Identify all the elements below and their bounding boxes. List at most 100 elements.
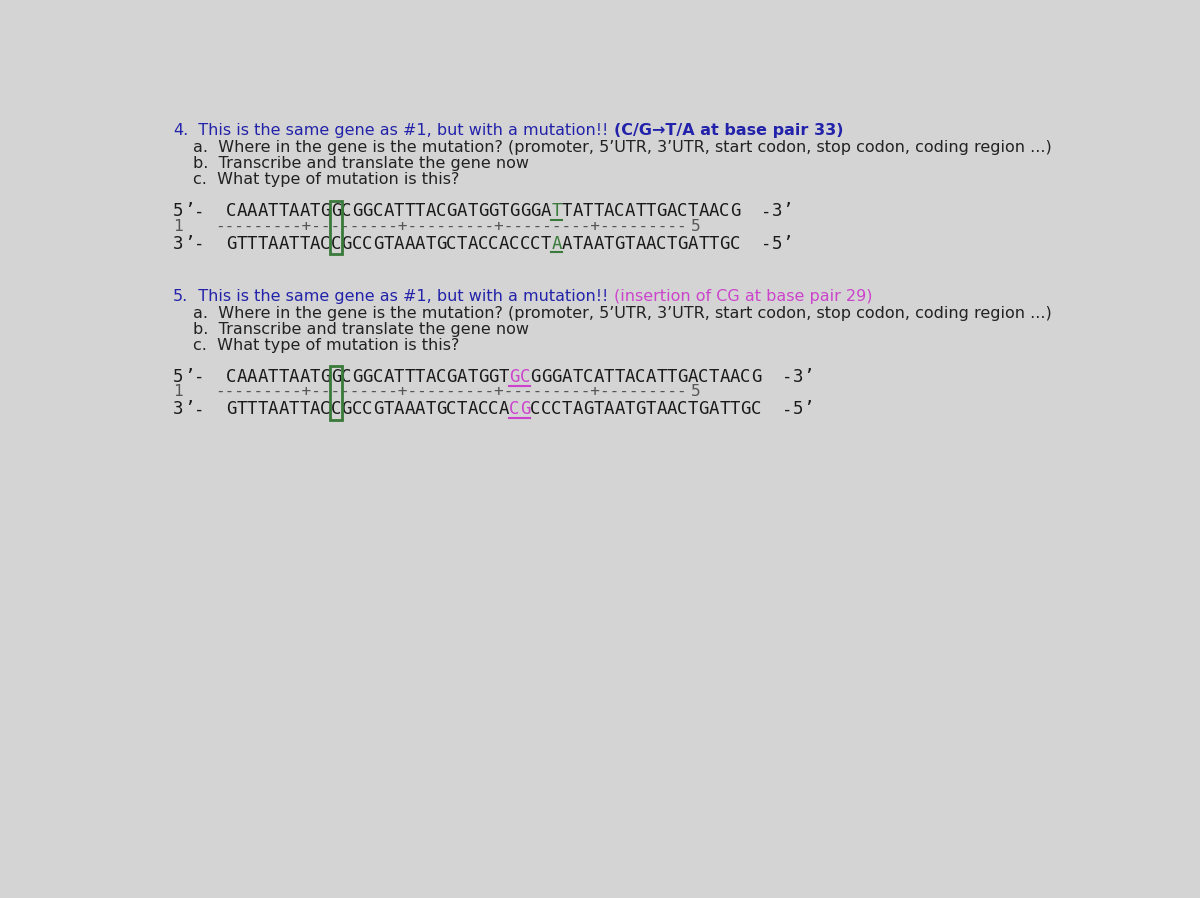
Text: T: T — [604, 368, 614, 386]
Text: T: T — [719, 401, 730, 418]
Text: T: T — [383, 401, 394, 418]
Text: T: T — [467, 202, 478, 221]
Text: A: A — [688, 234, 698, 253]
Text: G: G — [226, 234, 236, 253]
Text: ---------+---------+---------+---------+---------: ---------+---------+---------+---------+… — [215, 218, 686, 233]
Text: T: T — [635, 202, 646, 221]
Text: C: C — [488, 234, 499, 253]
Text: 5: 5 — [691, 384, 701, 400]
Text: T: T — [310, 368, 320, 386]
Text: G: G — [320, 368, 331, 386]
Text: G: G — [341, 234, 352, 253]
Text: A: A — [667, 401, 677, 418]
Text: A: A — [593, 368, 604, 386]
Text: 3: 3 — [173, 401, 184, 418]
Text: T: T — [614, 368, 625, 386]
Text: C: C — [551, 401, 562, 418]
Text: T: T — [257, 234, 268, 253]
Text: C: C — [373, 368, 383, 386]
Text: ’: ’ — [803, 368, 814, 386]
Text: A: A — [268, 401, 278, 418]
Text: A: A — [604, 401, 614, 418]
Text: A: A — [425, 368, 436, 386]
Text: T: T — [709, 368, 719, 386]
Text: C: C — [331, 234, 341, 253]
Text: 5: 5 — [173, 202, 184, 221]
Text: T: T — [698, 234, 709, 253]
Text: A: A — [667, 202, 677, 221]
Text: ’: ’ — [803, 401, 814, 418]
Text: G: G — [520, 202, 530, 221]
Text: G: G — [530, 368, 541, 386]
Text: G: G — [677, 368, 688, 386]
Text: G: G — [488, 202, 499, 221]
Text: A: A — [404, 401, 415, 418]
Text: 5.: 5. — [173, 289, 188, 304]
Text: C: C — [730, 234, 740, 253]
Text: G: G — [488, 368, 499, 386]
Text: T: T — [604, 234, 614, 253]
Text: 5: 5 — [173, 368, 184, 386]
Text: A: A — [572, 202, 583, 221]
Text: A: A — [257, 368, 268, 386]
Text: G: G — [541, 368, 551, 386]
Text: T: T — [646, 401, 656, 418]
Text: A: A — [383, 368, 394, 386]
Text: A: A — [499, 234, 509, 253]
Text: A: A — [698, 202, 709, 221]
Text: T: T — [625, 401, 635, 418]
Text: C: C — [341, 368, 352, 386]
Text: A: A — [467, 401, 478, 418]
Text: T: T — [425, 234, 436, 253]
Text: A: A — [646, 234, 656, 253]
Text: C: C — [520, 368, 530, 386]
Text: T: T — [667, 368, 677, 386]
Text: A: A — [394, 234, 404, 253]
Text: T: T — [415, 202, 425, 221]
Text: C: C — [436, 202, 446, 221]
Text: T: T — [247, 234, 257, 253]
Text: (insertion of CG at base pair 29): (insertion of CG at base pair 29) — [614, 289, 872, 304]
Text: A: A — [289, 202, 299, 221]
Text: -: - — [194, 202, 205, 221]
Text: T: T — [383, 234, 394, 253]
Text: T: T — [268, 368, 278, 386]
Text: T: T — [236, 401, 247, 418]
Text: G: G — [520, 401, 530, 418]
Text: G: G — [362, 368, 373, 386]
Text: C: C — [436, 368, 446, 386]
Text: C: C — [362, 234, 373, 253]
Text: A: A — [562, 234, 572, 253]
Text: C: C — [530, 234, 541, 253]
Text: T: T — [299, 401, 310, 418]
Text: A: A — [499, 401, 509, 418]
Text: C: C — [530, 401, 541, 418]
Text: T: T — [404, 368, 415, 386]
Text: 3: 3 — [772, 202, 782, 221]
Text: A: A — [604, 202, 614, 221]
Text: G: G — [478, 368, 488, 386]
Text: G: G — [478, 202, 488, 221]
Text: T: T — [688, 401, 698, 418]
Text: ’: ’ — [184, 202, 194, 221]
Text: ’: ’ — [184, 401, 194, 418]
Text: C: C — [226, 368, 236, 386]
Text: T: T — [593, 202, 604, 221]
Text: T: T — [625, 234, 635, 253]
Text: T: T — [236, 234, 247, 253]
Text: G: G — [740, 401, 751, 418]
Text: 1: 1 — [173, 384, 182, 400]
Text: T: T — [646, 202, 656, 221]
Text: A: A — [551, 234, 562, 253]
Text: A: A — [299, 202, 310, 221]
Text: A: A — [625, 368, 635, 386]
Text: T: T — [257, 401, 268, 418]
Text: T: T — [268, 202, 278, 221]
Text: G: G — [331, 202, 341, 221]
Text: G: G — [352, 202, 362, 221]
Text: G: G — [656, 202, 667, 221]
Text: G: G — [436, 234, 446, 253]
Text: C: C — [614, 202, 625, 221]
Text: A: A — [383, 202, 394, 221]
Text: ’: ’ — [184, 368, 194, 386]
